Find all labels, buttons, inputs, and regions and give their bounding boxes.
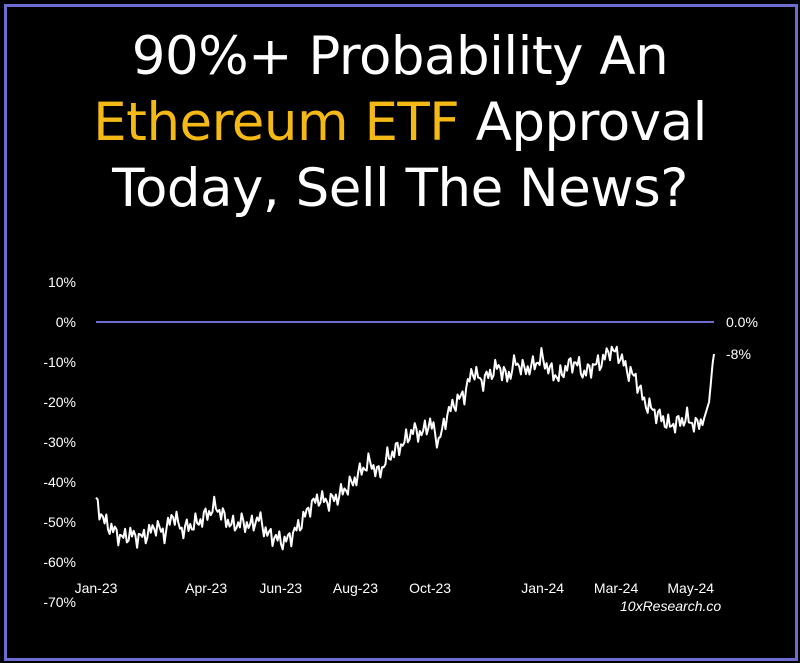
- y-tick-label: 10%: [48, 274, 76, 290]
- series-end-label: -8%: [726, 346, 751, 362]
- x-tick-label: May-24: [667, 580, 714, 596]
- y-tick-label: -20%: [43, 394, 76, 410]
- x-tick-label: Jan-23: [75, 580, 118, 596]
- x-tick-label: Jan-24: [521, 580, 564, 596]
- source-credit: 10xResearch.co: [620, 598, 722, 614]
- x-tick-label: Mar-24: [594, 580, 639, 596]
- headline-line-3: Today, Sell The News?: [112, 158, 688, 219]
- y-tick-label: 0%: [56, 314, 76, 330]
- headline-line-2: Ethereum ETF Approval: [0, 90, 800, 156]
- y-tick-label: -70%: [43, 594, 76, 610]
- chart-frame: [4, 4, 798, 661]
- headline: 90%+ Probability An Ethereum ETF Approva…: [0, 24, 800, 222]
- y-tick-label: -30%: [43, 434, 76, 450]
- headline-line-1: 90%+ Probability An: [131, 26, 669, 87]
- x-tick-label: Jun-23: [259, 580, 302, 596]
- reference-line-label: 0.0%: [726, 314, 758, 330]
- x-tick-label: Oct-23: [409, 580, 451, 596]
- headline-highlight: Ethereum ETF: [93, 92, 460, 153]
- y-tick-label: -50%: [43, 514, 76, 530]
- headline-line-2-rest: Approval: [459, 92, 708, 153]
- y-tick-label: -10%: [43, 354, 76, 370]
- y-tick-label: -60%: [43, 554, 76, 570]
- x-tick-label: Aug-23: [333, 580, 378, 596]
- y-tick-label: -40%: [43, 474, 76, 490]
- x-tick-label: Apr-23: [185, 580, 227, 596]
- series-line: [95, 345, 715, 551]
